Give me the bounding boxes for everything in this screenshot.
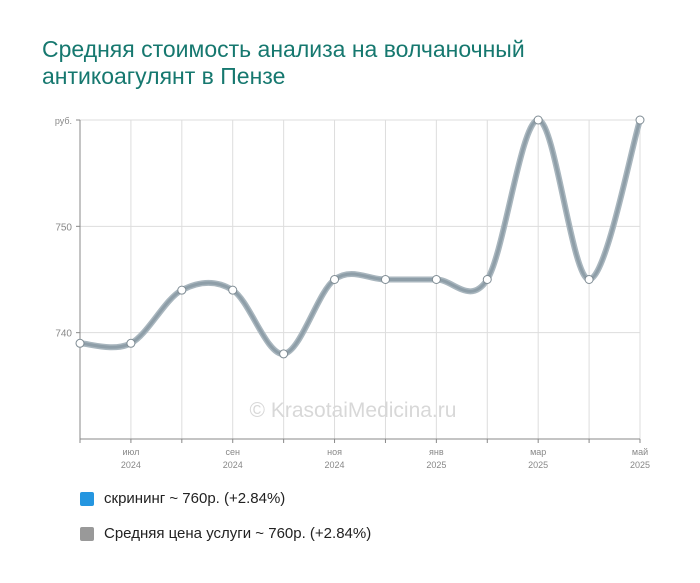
data-point: [431, 275, 441, 284]
legend-item-screening[interactable]: скрининг ~ 760р. (+2.84%): [80, 490, 285, 507]
data-point: [635, 115, 645, 125]
x-tick-label-month: июл: [122, 447, 139, 457]
x-tick-label-year: 2025: [630, 460, 650, 470]
x-tick-label-month: мар: [530, 447, 546, 457]
x-tick-label-year: 2025: [426, 460, 446, 470]
legend-swatch-screening: [80, 491, 94, 506]
chart-title: Средняя стоимость анализа на волчаночный…: [42, 36, 662, 90]
x-tick-label-year: 2024: [121, 460, 141, 470]
legend-label-screening: скрининг ~ 760р. (+2.84%): [104, 490, 286, 507]
legend-item-average-price[interactable]: Средняя цена услуги ~ 760р. (+2.84%): [80, 525, 371, 542]
x-tick-label-month: ноя: [327, 447, 342, 457]
data-point: [177, 285, 187, 295]
data-point: [75, 338, 85, 348]
series-line-shadow: [77, 117, 643, 357]
y-axis-unit-label: руб.: [55, 116, 72, 126]
data-point: [126, 338, 136, 348]
data-point: [228, 285, 238, 295]
x-tick-label-month: май: [632, 447, 648, 457]
data-point: [584, 275, 594, 284]
chart-title-line-2: антикоагулянт в Пензе: [42, 63, 286, 89]
legend-label-average-price: Средняя цена услуги ~ 760р. (+2.84%): [104, 525, 372, 542]
data-point: [330, 275, 340, 284]
x-tick-label-month: янв: [429, 447, 444, 457]
data-point: [380, 275, 390, 284]
legend-swatch-average-price: [80, 526, 94, 541]
y-tick-label: 740: [55, 329, 72, 340]
watermark: © KrasotaiMedicina.ru: [250, 399, 457, 422]
data-point: [279, 349, 289, 359]
chart-title-line-1: Средняя стоимость анализа на волчаночный: [42, 36, 525, 62]
x-tick-label-month: сен: [225, 447, 240, 457]
y-tick-label: 750: [55, 222, 72, 233]
data-point: [482, 275, 492, 284]
x-tick-label-year: 2025: [528, 460, 548, 470]
x-tick-label-year: 2024: [223, 460, 243, 470]
data-point: [533, 115, 543, 125]
x-tick-label-year: 2024: [325, 460, 345, 470]
